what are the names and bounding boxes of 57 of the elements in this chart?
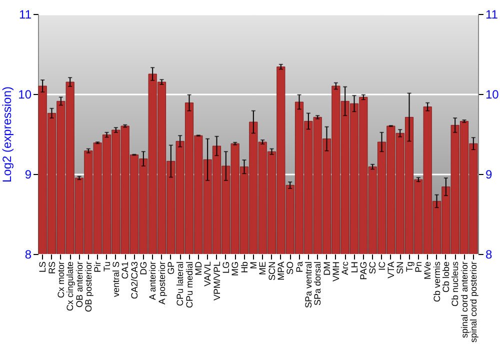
- x-tick-label: M: [248, 262, 258, 269]
- x-tick-label: MG: [230, 262, 240, 276]
- y-tick-label: 8: [24, 248, 32, 262]
- x-tick-label: CA2/CA3: [129, 262, 140, 300]
- x-tick-label: Arc: [340, 261, 350, 275]
- x-tick-label: ventral S: [110, 262, 121, 298]
- x-tick-label: CPu medial: [184, 262, 194, 308]
- x-tick-label: Pir: [92, 262, 103, 272]
- y2-tick-label: 10: [486, 88, 500, 102]
- x-tick-label: Pn: [413, 262, 424, 273]
- x-tick-label: Cx motor: [56, 262, 66, 298]
- x-tick-label: Cx cingulate: [65, 262, 76, 312]
- x-tick-label: OB anterior: [74, 262, 84, 308]
- x-tick-label: ME: [258, 262, 268, 275]
- y2-tick-label: 8: [486, 248, 492, 262]
- x-tick-label: LS: [38, 262, 48, 273]
- x-tick-label: LG: [220, 262, 231, 274]
- x-tick-label: CA1: [120, 262, 130, 280]
- y-tick-label: 9: [24, 168, 32, 182]
- x-tick-label: DG: [138, 262, 148, 275]
- x-tick-label: Tg: [404, 262, 414, 272]
- y-tick-label: 11: [19, 8, 32, 22]
- x-tick-label: spinal cord anterior: [459, 262, 470, 338]
- x-tick-label: spinal cord posterior: [468, 262, 478, 343]
- x-tick-label: PAG: [358, 262, 368, 280]
- x-tick-label: GP: [166, 262, 176, 275]
- x-tick-label: DM: [322, 262, 332, 276]
- x-tick-label: Pa: [294, 262, 304, 273]
- x-tick-label: Cb lobe: [440, 262, 451, 293]
- y2-tick-label: 11: [486, 8, 498, 22]
- x-tick-label: SN: [395, 262, 406, 274]
- x-tick-label: MPA: [276, 262, 286, 280]
- x-tick-label: Hb: [239, 262, 250, 274]
- x-tick-label: A posterior: [156, 262, 167, 305]
- x-tick-label: SCN: [266, 262, 277, 281]
- x-tick-label: VA/VL: [202, 262, 213, 286]
- x-tick-label: VMH: [330, 262, 341, 282]
- x-tick-label: CPu lateral: [175, 262, 186, 306]
- x-tick-label: MD: [193, 261, 204, 276]
- x-tick-label: VPM/VPL: [212, 262, 222, 301]
- x-tick-label: A anterior: [148, 262, 158, 300]
- x-tick-label: SO: [285, 262, 296, 275]
- x-tick-label: Tu: [102, 262, 112, 272]
- x-tick-label: OB posterior: [83, 262, 94, 312]
- y-axis-title: Log2 (expression): [0, 86, 14, 183]
- y-tick-label: 10: [18, 88, 32, 102]
- x-tick-label: Cb nucleus: [450, 261, 460, 307]
- x-tick-label: SPa dorsal: [312, 262, 323, 306]
- x-tick-label: SPa ventral: [303, 262, 314, 308]
- x-tick-label: SC: [368, 261, 378, 274]
- x-tick-label: Cb vermis: [432, 261, 442, 302]
- x-tick-label: MVe: [422, 262, 433, 280]
- x-tick-label: RS: [46, 262, 57, 274]
- y2-tick-label: 9: [486, 168, 492, 182]
- x-tick-label: IC: [376, 261, 387, 270]
- x-tick-label: VTA: [386, 262, 396, 278]
- x-tick-label: LH: [349, 262, 360, 274]
